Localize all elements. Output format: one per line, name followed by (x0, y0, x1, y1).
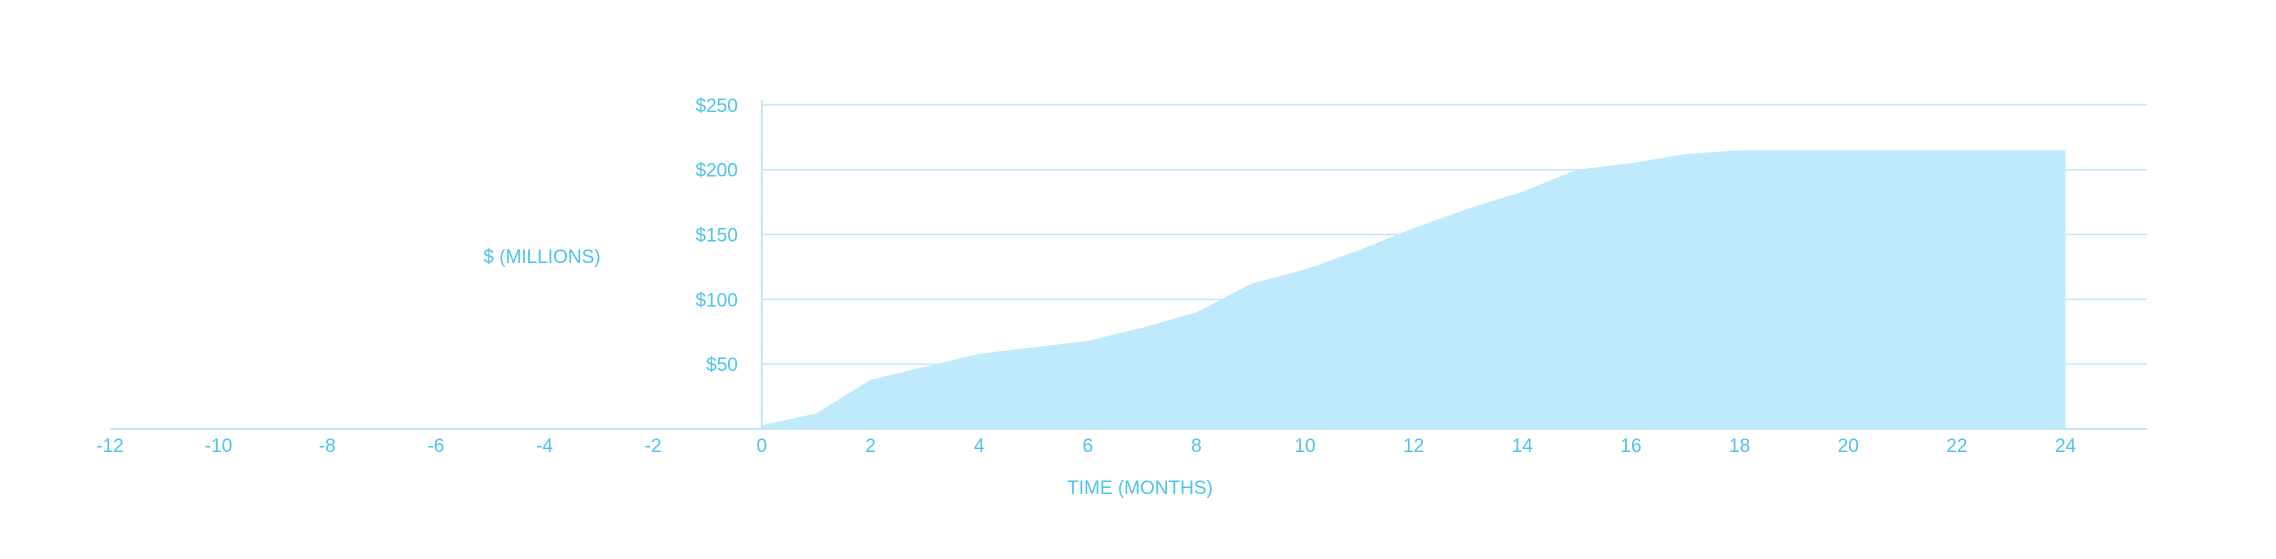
x-tick-label: 18 (1729, 436, 1750, 457)
x-tick-label: 16 (1620, 436, 1641, 457)
y-axis-label: $ (MILLIONS) (483, 247, 600, 268)
x-tick-labels: -12 -10 -8 -6 -4 -2 0 2 4 6 8 10 12 14 16 18 20 22 24 (96, 436, 2076, 457)
x-tick-label: 4 (974, 436, 985, 457)
y-tick-label: $250 (696, 96, 738, 117)
x-tick-label: 0 (757, 436, 768, 457)
y-tick-label: $50 (706, 355, 738, 376)
y-tick-label: $100 (696, 290, 738, 311)
area-fill-series-0 (761, 150, 2066, 429)
x-axis-label: TIME (MONTHS) (1067, 478, 1213, 499)
x-tick-label: 14 (1512, 436, 1534, 457)
x-tick-label: -12 (96, 436, 123, 457)
x-tick-label: 22 (1946, 436, 1967, 457)
x-tick-label: 12 (1403, 436, 1424, 457)
x-tick-label: -2 (645, 436, 662, 457)
area-series (761, 150, 2066, 429)
x-tick-label: -6 (427, 436, 444, 457)
y-tick-label: $200 (696, 161, 738, 182)
x-tick-label: 20 (1838, 436, 1859, 457)
x-tick-label: 6 (1082, 436, 1093, 457)
x-tick-label: -10 (205, 436, 232, 457)
x-tick-label: 10 (1294, 436, 1315, 457)
y-tick-label: $150 (696, 226, 738, 247)
x-tick-label: -4 (536, 436, 553, 457)
x-tick-label: 24 (2055, 436, 2077, 457)
x-tick-label: 8 (1191, 436, 1202, 457)
x-tick-label: 2 (865, 436, 876, 457)
y-tick-labels: $50 $100 $150 $200 $250 (696, 96, 738, 376)
axes (110, 100, 2147, 430)
x-tick-label: -8 (319, 436, 336, 457)
